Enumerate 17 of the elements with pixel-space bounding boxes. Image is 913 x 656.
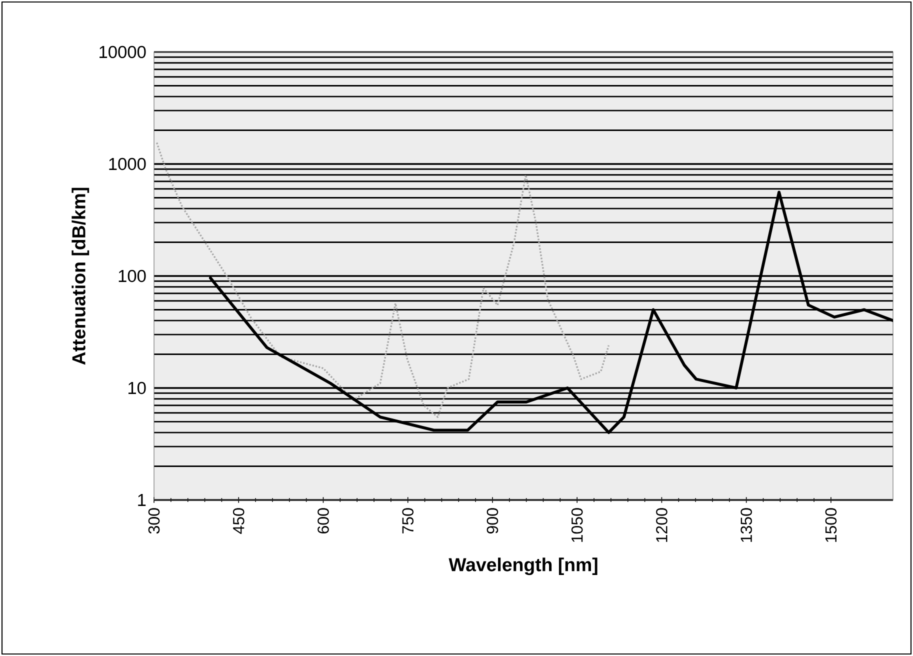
x-tick-label: 900: [486, 508, 498, 534]
x-tick-label: 300: [148, 508, 160, 534]
y-tick-label: 10000: [100, 46, 146, 58]
x-tick-label: 1350: [740, 508, 752, 542]
x-tick-label: 1200: [656, 508, 668, 542]
x-axis-title: Wavelength [nm]: [448, 558, 598, 576]
x-tick-label: 1050: [571, 508, 583, 542]
x-tick-label: 600: [318, 508, 329, 534]
x-tick-label: 1500: [825, 508, 837, 542]
y-tick-label: 100: [118, 270, 146, 282]
y-tick-label: 10: [128, 382, 146, 394]
y-axis-title: Attenuation [dB/km]: [72, 188, 90, 365]
y-tick-label: 1000: [109, 158, 146, 170]
line-series: [156, 142, 610, 418]
x-tick-label: 450: [232, 508, 244, 534]
y-tick-label: 1: [138, 494, 146, 506]
x-tick-label: 750: [402, 508, 414, 534]
